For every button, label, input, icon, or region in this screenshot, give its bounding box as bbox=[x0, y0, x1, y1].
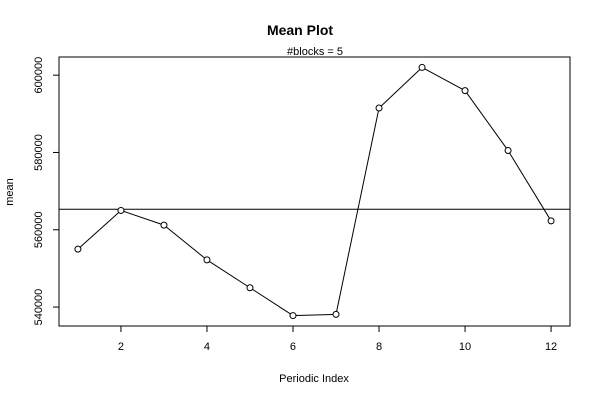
y-tick-label: 600000 bbox=[33, 57, 45, 94]
x-tick-label: 10 bbox=[459, 341, 471, 353]
x-tick-label: 8 bbox=[376, 341, 382, 353]
y-tick-label: 580000 bbox=[33, 134, 45, 171]
series-segment bbox=[252, 288, 291, 315]
data-point bbox=[117, 206, 125, 214]
chart-subtitle: #blocks = 5 bbox=[287, 46, 343, 58]
series-segment bbox=[466, 92, 507, 149]
data-point bbox=[289, 312, 297, 320]
y-axis: 540000 560000 580000 600000 bbox=[33, 57, 59, 326]
data-point bbox=[418, 63, 426, 71]
series-segment bbox=[380, 69, 421, 107]
chart-title: Mean Plot bbox=[267, 22, 333, 38]
series-segment bbox=[79, 212, 120, 248]
series-segment bbox=[295, 313, 334, 316]
y-tick-label: 540000 bbox=[33, 289, 45, 326]
series-segment bbox=[209, 261, 248, 287]
series-segment bbox=[336, 110, 379, 312]
data-point bbox=[547, 217, 555, 225]
x-tick-label: 6 bbox=[290, 341, 296, 353]
plot-frame bbox=[58, 56, 571, 327]
mean-series bbox=[74, 63, 555, 320]
data-point bbox=[375, 104, 383, 112]
x-tick-label: 4 bbox=[204, 341, 210, 353]
series-segment bbox=[165, 226, 205, 259]
data-point bbox=[160, 221, 168, 229]
data-point bbox=[74, 245, 82, 253]
data-point bbox=[461, 87, 469, 95]
data-point bbox=[246, 284, 254, 292]
series-segment bbox=[123, 210, 162, 225]
series-segment bbox=[509, 152, 550, 219]
data-point bbox=[203, 256, 211, 264]
x-axis-label: Periodic Index bbox=[279, 373, 349, 385]
series-segment bbox=[424, 68, 463, 90]
data-point bbox=[332, 310, 340, 318]
x-tick-label: 2 bbox=[118, 341, 124, 353]
x-tick-label: 12 bbox=[545, 341, 557, 353]
data-point bbox=[504, 147, 512, 155]
y-axis-label: mean bbox=[4, 178, 16, 206]
x-axis: 2 4 6 8 10 12 bbox=[118, 326, 557, 353]
y-tick-label: 560000 bbox=[33, 211, 45, 248]
